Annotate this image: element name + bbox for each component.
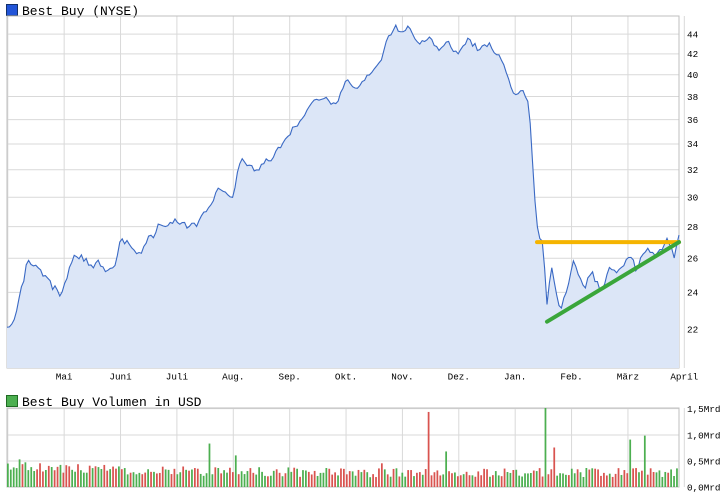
svg-text:38: 38 — [687, 92, 698, 103]
svg-text:Sep.: Sep. — [279, 372, 301, 383]
svg-text:Dez.: Dez. — [448, 372, 470, 383]
svg-text:42: 42 — [687, 49, 698, 60]
svg-text:40: 40 — [687, 70, 698, 81]
svg-text:Juli: Juli — [166, 372, 189, 383]
svg-text:44: 44 — [687, 29, 699, 40]
svg-text:30: 30 — [687, 193, 698, 204]
svg-text:März: März — [617, 372, 639, 383]
svg-text:24: 24 — [687, 288, 699, 299]
svg-text:0,0Mrd: 0,0Mrd — [687, 482, 720, 493]
svg-text:22: 22 — [687, 325, 698, 336]
svg-text:Okt.: Okt. — [335, 372, 357, 383]
svg-text:34: 34 — [687, 139, 699, 150]
svg-text:1,5Mrd: 1,5Mrd — [687, 404, 720, 415]
svg-text:Jan.: Jan. — [504, 372, 526, 383]
svg-text:Juni: Juni — [109, 372, 132, 383]
svg-text:April: April — [670, 372, 698, 383]
svg-text:Nov.: Nov. — [391, 372, 413, 383]
svg-text:0,5Mrd: 0,5Mrd — [687, 456, 720, 467]
svg-text:Mai: Mai — [56, 372, 73, 383]
svg-text:Feb.: Feb. — [560, 372, 582, 383]
svg-text:28: 28 — [687, 222, 698, 233]
svg-text:36: 36 — [687, 115, 698, 126]
svg-text:26: 26 — [687, 254, 698, 265]
svg-text:Aug.: Aug. — [222, 372, 244, 383]
svg-text:1,0Mrd: 1,0Mrd — [687, 430, 720, 441]
svg-text:32: 32 — [687, 165, 698, 176]
